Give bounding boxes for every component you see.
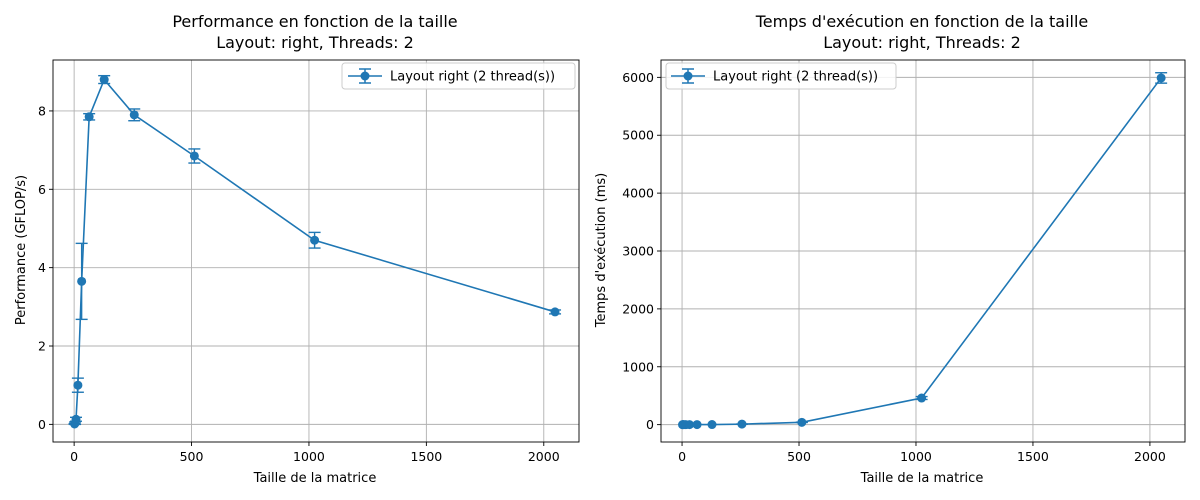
legend: Layout right (2 thread(s)): [341, 62, 576, 90]
y-tick-label: 4000: [622, 186, 654, 201]
x-tick-label: 500: [787, 449, 811, 464]
x-tick-label: 1000: [900, 449, 932, 464]
data-point: [129, 110, 139, 120]
data-point: [1156, 73, 1166, 83]
x-tick-label: 1000: [293, 449, 325, 464]
chart-execution-time: Temps d'exécution en fonction de la tail…: [594, 12, 1186, 486]
grid: [53, 60, 579, 442]
x-tick-label: 2000: [1134, 449, 1166, 464]
x-tick-label: 2000: [528, 449, 560, 464]
data-point: [71, 414, 81, 424]
y-tick-label: 6: [38, 182, 46, 197]
chart-title: Performance en fonction de la taille: [172, 12, 457, 31]
data-point: [73, 380, 83, 390]
x-tick-label: 0: [70, 449, 78, 464]
chart-subtitle: Layout: right, Threads: 2: [823, 33, 1021, 52]
x-tick-label: 1500: [1017, 449, 1049, 464]
series-layer: [678, 72, 1168, 430]
data-point: [77, 276, 87, 286]
data-point: [707, 420, 717, 430]
y-tick-label: 0: [646, 417, 654, 432]
legend-box: [341, 62, 576, 90]
x-axis-label: Taille de la matrice: [860, 471, 984, 486]
series-layer: [68, 74, 562, 429]
data-point: [797, 417, 807, 427]
plot-frame: [52, 59, 580, 443]
grid: [661, 60, 1185, 442]
y-tick-label: 2: [38, 339, 46, 354]
legend-box: [665, 62, 897, 90]
x-tick-label: 1500: [410, 449, 442, 464]
legend: Layout right (2 thread(s)): [665, 62, 897, 90]
legend-label: Layout right (2 thread(s)): [713, 70, 878, 85]
y-tick-label: 5000: [622, 128, 654, 143]
y-axis-label: Performance (GFLOP/s): [14, 175, 29, 325]
y-tick-label: 6000: [622, 70, 654, 85]
tick-labels: 0 500 1000 1500 2000 0 2 4 6 8: [38, 103, 560, 464]
plot-frame: [660, 59, 1186, 443]
x-axis-label: Taille de la matrice: [253, 471, 377, 486]
chart-subtitle: Layout: right, Threads: 2: [216, 33, 414, 52]
y-tick-label: 8: [38, 103, 46, 118]
tick-labels: 0 500 1000 1500 2000 0 1000 2000 3000 4000 5000 600…: [622, 70, 1166, 464]
data-point: [99, 75, 109, 85]
data-point: [692, 420, 702, 430]
data-point: [550, 307, 560, 317]
data-point: [310, 235, 320, 245]
x-tick-label: 0: [678, 449, 686, 464]
data-point: [737, 419, 747, 429]
legend-marker: [683, 71, 693, 81]
legend-label: Layout right (2 thread(s)): [390, 70, 555, 85]
y-tick-label: 2000: [622, 301, 654, 316]
series-line: [73, 78, 556, 425]
data-point: [189, 151, 199, 161]
y-tick-label: 1000: [622, 359, 654, 374]
data-point: [917, 393, 927, 403]
chart-title: Temps d'exécution en fonction de la tail…: [755, 12, 1089, 31]
y-axis-label: Temps d'exécution (ms): [594, 173, 609, 328]
data-point: [84, 112, 94, 122]
y-tick-label: 4: [38, 260, 46, 275]
data-point: [685, 420, 695, 430]
x-tick-label: 500: [180, 449, 204, 464]
y-tick-label: 0: [38, 417, 46, 432]
y-tick-label: 3000: [622, 244, 654, 259]
chart-performance: Performance en fonction de la taille Lay…: [14, 12, 580, 486]
legend-marker: [360, 71, 370, 81]
